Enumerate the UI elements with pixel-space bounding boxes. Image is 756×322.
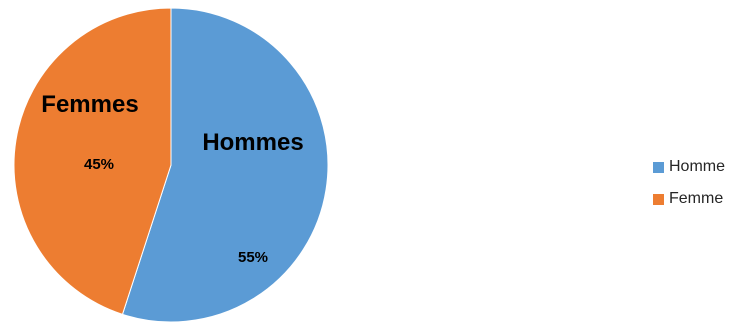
slice-percent-hommes: 55% (238, 249, 268, 266)
legend-item-femme: Femme (653, 183, 725, 215)
slice-label-femmes: Femmes (41, 91, 138, 118)
legend-swatch-homme (653, 161, 664, 173)
legend: Homme Femme (653, 151, 725, 215)
pie-slice-femmes (13, 7, 172, 315)
legend-label-homme: Homme (669, 158, 726, 175)
legend-label-femme: Femme (669, 190, 724, 207)
slices-layer (13, 7, 329, 322)
slice-percent-femmes: 45% (84, 156, 114, 173)
legend-item-homme: Homme (653, 151, 725, 183)
pie-slice-hommes (121, 7, 329, 322)
slice-label-hommes: Hommes (202, 129, 303, 156)
legend-swatch-femme (653, 193, 664, 205)
